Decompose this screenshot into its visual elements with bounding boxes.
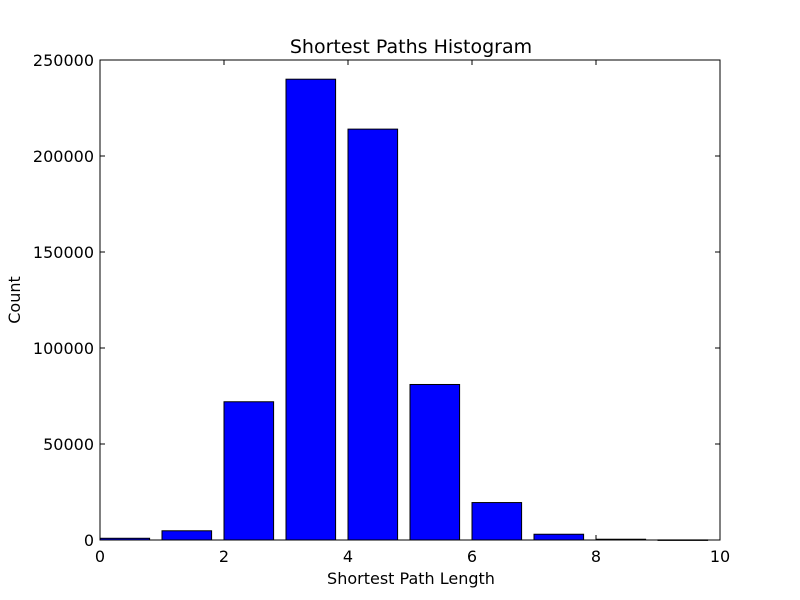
bar-7 <box>533 533 585 541</box>
y-tick-label-50000: 50000 <box>43 435 94 454</box>
x-tick-label-4: 4 <box>343 547 353 566</box>
bar-2 <box>223 401 275 541</box>
y-tick-label-200000: 200000 <box>33 147 94 166</box>
x-axis-ticks: 0 2 4 6 8 10 <box>95 60 730 566</box>
bars-group <box>99 78 709 541</box>
chart-title: Shortest Paths Histogram <box>290 36 532 58</box>
y-axis-ticks: 0 50000 100000 150000 200000 250000 <box>33 51 720 550</box>
x-tick-label-6: 6 <box>467 547 477 566</box>
y-axis-label: Count <box>5 276 24 324</box>
bar-5 <box>409 383 461 541</box>
x-tick-label-10: 10 <box>710 547 730 566</box>
y-tick-label-0: 0 <box>84 531 94 550</box>
y-tick-label-150000: 150000 <box>33 243 94 262</box>
y-tick-label-100000: 100000 <box>33 339 94 358</box>
bar-4 <box>347 128 399 541</box>
x-axis-label: Shortest Path Length <box>327 569 495 588</box>
x-tick-label-8: 8 <box>591 547 601 566</box>
plot-area-frame <box>99 59 721 541</box>
x-tick-label-2: 2 <box>219 547 229 566</box>
x-tick-label-0: 0 <box>95 547 105 566</box>
bar-1 <box>161 530 213 541</box>
bar-3 <box>285 78 337 541</box>
bar-6 <box>471 502 523 541</box>
y-tick-label-250000: 250000 <box>33 51 94 70</box>
